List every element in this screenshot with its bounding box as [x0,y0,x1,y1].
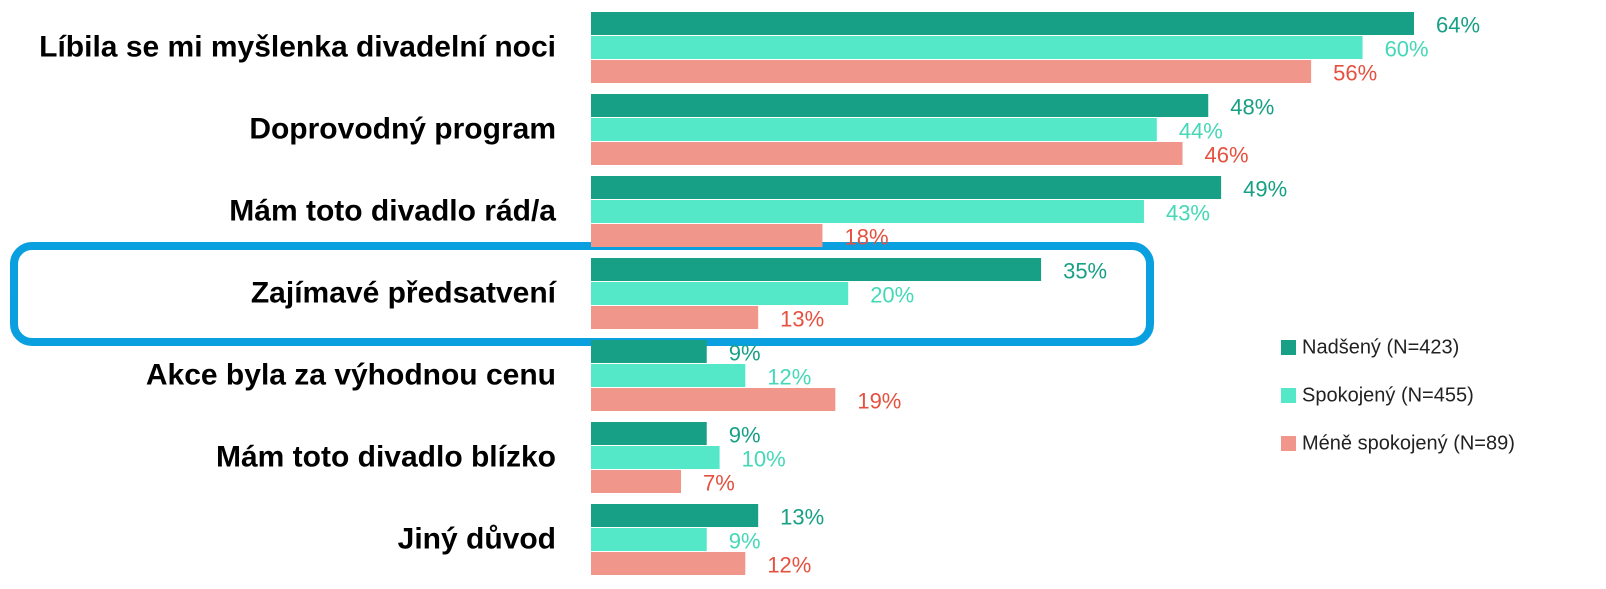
legend-swatch [1281,436,1296,451]
legend-label: Nadšený (N=423) [1302,336,1459,358]
value-label: 48% [1230,94,1274,119]
value-label: 46% [1205,142,1249,167]
bar [591,200,1144,223]
bar [591,528,707,551]
legend-label: Méně spokojený (N=89) [1302,432,1515,454]
bar [591,364,746,387]
bar [591,282,849,305]
value-label: 13% [780,306,824,331]
value-label: 19% [857,388,901,413]
category-label: Líbila se mi myšlenka divadelní noci [39,30,556,63]
bar [591,118,1157,141]
bar [591,94,1209,117]
bar [591,176,1222,199]
value-label: 44% [1179,118,1223,143]
category-label: Doprovodný program [249,112,556,145]
bar [591,552,746,575]
value-label: 18% [844,224,888,249]
value-label: 10% [742,446,786,471]
bar [591,306,759,329]
bar [591,422,707,445]
value-label: 7% [703,470,735,495]
legend-swatch [1281,388,1296,403]
bar [591,12,1414,35]
bar [591,258,1042,281]
highlight-box [10,242,1154,346]
bar [591,470,682,493]
value-label: 56% [1333,60,1377,85]
bar [591,142,1183,165]
category-label: Jiný důvod [398,522,556,555]
legend-swatch [1281,340,1296,355]
value-label: 49% [1243,176,1287,201]
category-label: Akce byla za výhodnou cenu [146,358,556,391]
value-label: 9% [729,422,761,447]
category-label: Mám toto divadlo blízko [216,440,556,473]
value-label: 43% [1166,200,1210,225]
bar [591,36,1363,59]
value-label: 9% [729,340,761,365]
bar [591,504,759,527]
value-label: 12% [767,552,811,577]
value-label: 20% [870,282,914,307]
value-label: 35% [1063,258,1107,283]
bar [591,340,707,363]
bar [591,446,720,469]
value-label: 12% [767,364,811,389]
bar [591,388,836,411]
legend-label: Spokojený (N=455) [1302,384,1474,406]
category-label: Mám toto divadlo rád/a [229,194,556,227]
category-label: Zajímavé předsatvení [251,276,558,309]
value-label: 9% [729,528,761,553]
bar [591,224,823,247]
value-label: 64% [1436,12,1480,37]
bar [591,60,1312,83]
value-label: 60% [1385,36,1429,61]
value-label: 13% [780,504,824,529]
